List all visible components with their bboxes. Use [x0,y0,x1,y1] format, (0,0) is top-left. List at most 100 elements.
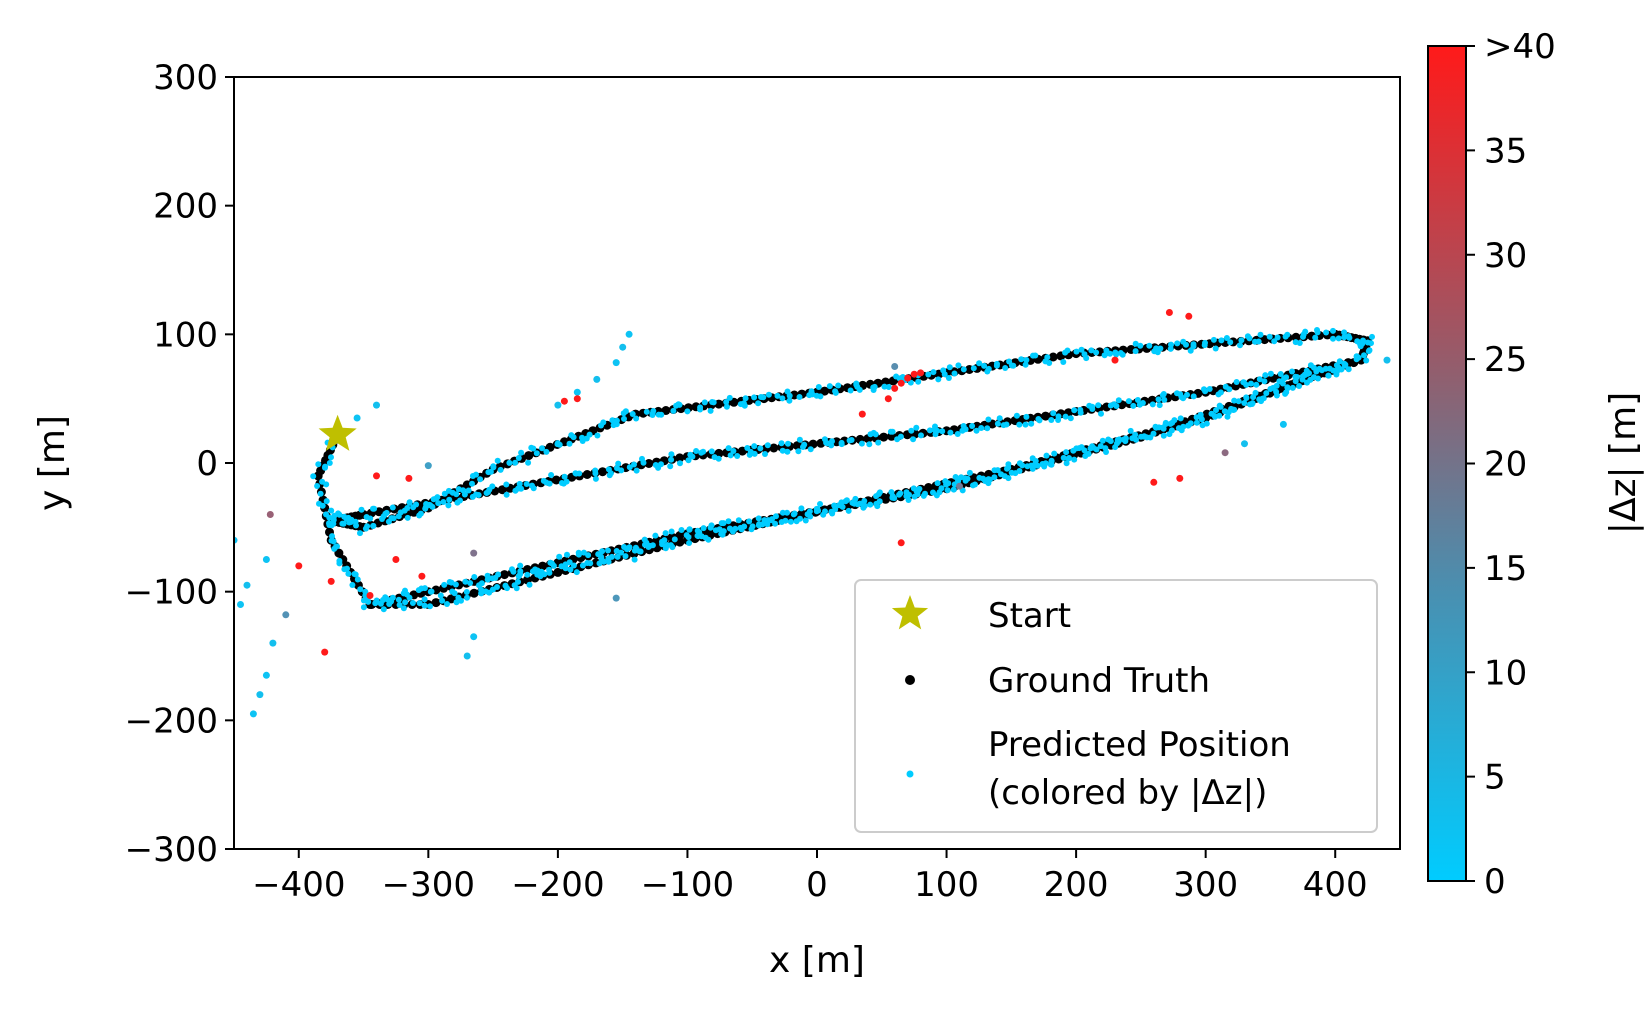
predicted-point [417,510,424,517]
predicted-point [1036,417,1043,424]
predicted-point [1289,384,1296,391]
predicted-point [915,378,922,385]
predicted-point [1160,425,1167,432]
colorbar-tick-label: 25 [1484,340,1527,380]
predicted-point [506,459,513,466]
predicted-point [1166,431,1173,438]
predicted-point [529,482,535,489]
predicted-point [744,445,751,451]
predicted-point [1215,391,1222,398]
predicted-point [1078,346,1085,353]
predicted-point [1178,427,1185,434]
ground-truth-point [538,561,548,571]
predicted-point [1302,328,1309,335]
predicted-point [686,540,693,546]
predicted-point [517,568,524,575]
predicted-point [1062,413,1069,420]
predicted-point [1333,362,1340,369]
predicted-point [1002,365,1009,371]
predicted-point [1130,402,1137,409]
predicted-point [1132,348,1139,355]
predicted-point [1063,449,1070,456]
predicted-point [639,455,645,462]
predicted-point [633,415,640,422]
predicted-point [409,600,416,606]
predicted-point [872,431,879,438]
predicted-point [1330,327,1336,334]
predicted-point [560,397,568,405]
predicted-point [1000,422,1007,429]
predicted-point [796,436,803,443]
predicted-point [523,481,530,487]
predicted-point [433,495,440,502]
predicted-point [1070,447,1077,454]
predicted-point [341,566,348,573]
predicted-point [1112,349,1119,356]
predicted-point [1115,397,1122,404]
predicted-point [1063,460,1070,467]
predicted-point [960,366,967,373]
predicted-point [1039,461,1046,467]
predicted-point [1306,370,1312,377]
predicted-point [1197,411,1204,418]
predicted-point [1176,474,1184,482]
predicted-point [315,461,322,468]
predicted-point [570,562,577,569]
predicted-point [943,481,950,488]
predicted-point [897,490,904,497]
y-tick-label: −200 [125,701,218,741]
predicted-point [592,475,599,482]
predicted-point [985,416,992,423]
predicted-point [1016,460,1023,467]
predicted-point [1341,329,1348,336]
predicted-point [1043,452,1050,459]
predicted-point [354,576,361,583]
predicted-point [930,489,936,496]
predicted-point [1093,349,1100,356]
predicted-point [515,485,522,492]
predicted-point [1010,362,1017,369]
ground-truth-point [820,386,830,396]
predicted-point [1261,378,1268,385]
predicted-point [1210,336,1217,343]
predicted-point [790,511,797,518]
predicted-point [705,536,712,543]
predicted-point [1231,397,1238,404]
predicted-point [994,420,1001,427]
predicted-point [784,448,791,455]
predicted-point [889,428,896,435]
predicted-point [730,448,737,454]
predicted-point [1160,432,1167,439]
predicted-point [1149,401,1156,408]
predicted-point [998,471,1004,478]
predicted-point [715,455,722,462]
ground-truth-point [675,531,685,540]
predicted-point [516,480,523,487]
predicted-point [1089,443,1096,450]
predicted-point [758,394,764,400]
predicted-point [976,474,983,481]
ground-truth-point [551,475,561,485]
predicted-point [1312,334,1319,341]
predicted-point [842,498,849,505]
predicted-point [910,370,918,378]
predicted-point [1089,406,1096,412]
predicted-point [1141,433,1148,440]
predicted-point [1322,365,1329,372]
colorbar-tick-label: 30 [1484,236,1527,276]
predicted-point [464,594,470,601]
predicted-point [1111,356,1119,364]
predicted-point [465,487,472,494]
predicted-point [918,432,924,439]
predicted-point [1289,368,1295,375]
predicted-point [773,513,779,520]
predicted-point [847,387,854,394]
predicted-point [558,480,565,486]
predicted-point [546,566,553,573]
predicted-point [626,544,633,551]
predicted-point [1160,391,1167,397]
predicted-point [631,556,638,563]
predicted-point [939,428,946,435]
predicted-point [772,520,779,527]
predicted-point [751,450,758,457]
